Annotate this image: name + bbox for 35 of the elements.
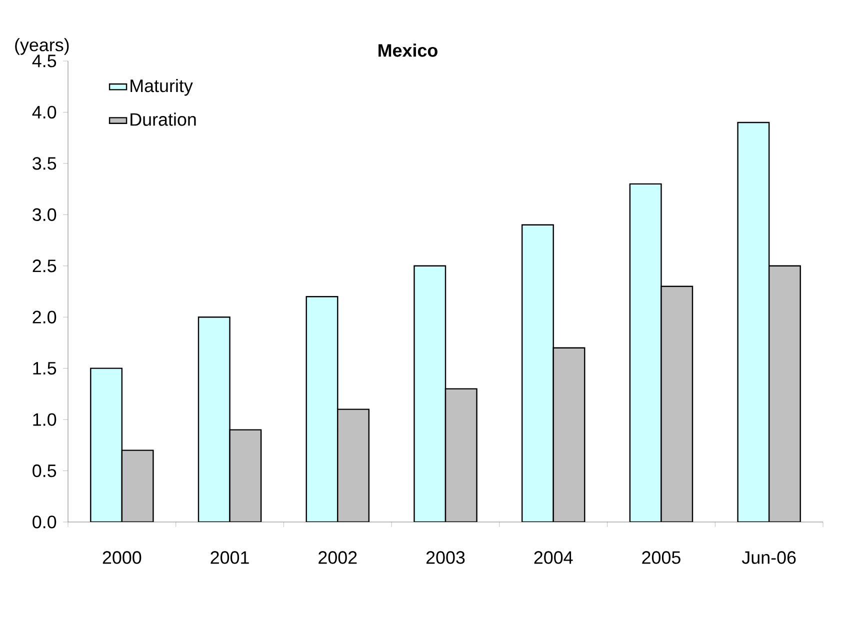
y-tick-label: 4.0 [32, 106, 56, 119]
bar [552, 347, 586, 522]
bar [737, 122, 770, 522]
bar [306, 296, 338, 522]
x-tick-label: Jun-06 [742, 551, 796, 564]
legend-label: Duration [130, 112, 196, 126]
y-tick-label: 1.5 [33, 362, 56, 375]
x-tick-label: 2004 [534, 551, 573, 564]
y-tick-label: 4.5 [32, 54, 56, 68]
bar [414, 265, 446, 522]
bar [121, 450, 154, 522]
y-axis-title: (years) [15, 38, 69, 55]
bar [198, 316, 230, 522]
x-tick-label: 2002 [318, 551, 357, 564]
bar [444, 388, 478, 522]
y-tick-label: 0.0 [32, 516, 56, 528]
bar [629, 183, 662, 522]
y-tick-label: 2.5 [32, 260, 56, 272]
x-tick-label: 2005 [642, 551, 680, 564]
x-tick-label: 2000 [102, 551, 142, 564]
y-tick-label: 3.5 [32, 157, 56, 170]
y-tick-label: 1.0 [33, 413, 56, 426]
x-tick-label: 2001 [210, 551, 249, 564]
bar [521, 224, 554, 522]
legend-label: Maturity [130, 79, 193, 96]
bar [337, 408, 370, 522]
bar [768, 265, 801, 522]
chart-title: Mexico [378, 44, 438, 57]
y-tick-label: 3.0 [32, 208, 56, 222]
y-tick-label: 2.0 [32, 310, 56, 324]
bar [229, 429, 262, 522]
y-tick-label: 0.5 [32, 464, 56, 478]
bar [660, 286, 694, 522]
x-tick-label: 2003 [426, 551, 465, 564]
bar [90, 368, 123, 522]
